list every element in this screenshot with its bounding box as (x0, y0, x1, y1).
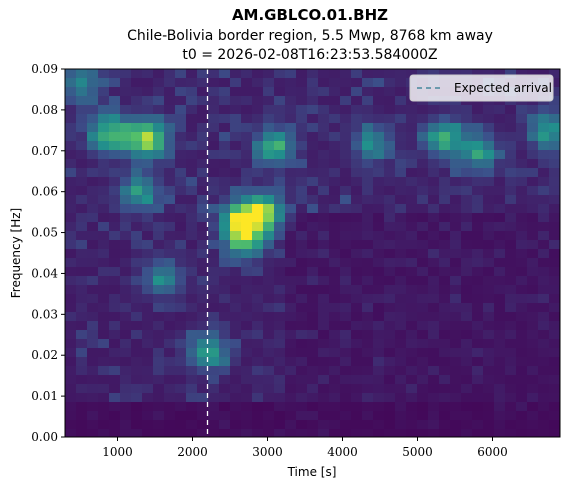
y-tick-label: 0.09 (31, 62, 58, 76)
y-axis-label: Frequency [Hz] (9, 208, 23, 299)
x-axis: 1000 2000 3000 4000 5000 6000 (102, 437, 508, 459)
y-tick-label: 0.03 (31, 307, 58, 321)
x-tick-label: 2000 (177, 445, 208, 459)
x-axis-label: Time [s] (287, 465, 337, 479)
x-tick-label: 5000 (402, 445, 433, 459)
y-tick-label: 0.07 (31, 144, 58, 158)
y-tick-label: 0.00 (31, 430, 58, 444)
legend-box (409, 74, 554, 102)
legend: Expected arrival (409, 74, 554, 102)
y-tick-label: 0.01 (31, 389, 58, 403)
y-tick-label: 0.02 (31, 348, 58, 362)
y-axis: 0.00 0.01 0.02 0.03 0.04 0.05 0.06 0.07 0.08 0.09 (31, 62, 65, 444)
y-tick-label: 0.04 (31, 266, 58, 280)
x-tick-label: 1000 (102, 445, 133, 459)
y-tick-label: 0.08 (31, 103, 58, 117)
legend-entry-expected-arrival: Expected arrival (454, 81, 552, 95)
y-tick-label: 0.05 (31, 226, 58, 240)
chart-subtitle-line-2: t0 = 2026-02-08T16:23:53.584000Z (182, 47, 437, 63)
spectrogram-plot-area (65, 69, 560, 437)
chart-subtitle-line-1: Chile-Bolivia border region, 5.5 Mwp, 87… (127, 28, 493, 44)
y-tick-label: 0.06 (31, 185, 58, 199)
x-tick-label: 6000 (477, 445, 508, 459)
plot-frame (64, 68, 561, 438)
x-tick-label: 3000 (252, 445, 283, 459)
x-tick-label: 4000 (327, 445, 358, 459)
chart-title: AM.GBLCO.01.BHZ (232, 6, 388, 24)
